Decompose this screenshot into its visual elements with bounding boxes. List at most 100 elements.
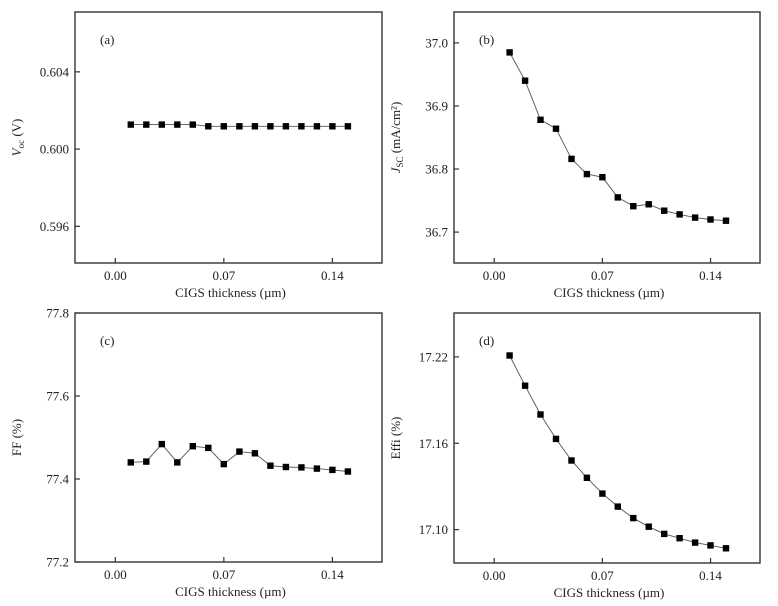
x-tick-label: 0.14 <box>321 268 344 283</box>
y-axis-title: JSC (mA/cm²) <box>388 102 405 174</box>
y-tick-label: 17.22 <box>419 349 448 364</box>
y-axis-title-unit: (V) <box>9 119 24 140</box>
series-line <box>509 355 727 549</box>
x-tick-label: 0.00 <box>483 568 506 583</box>
panel-effi: 0.00 0.07 0.14 17.10 17.16 17.22 CIGS thicknes… <box>388 312 761 600</box>
data-point-marker <box>568 457 575 464</box>
y-tick-label: 0.604 <box>40 64 70 79</box>
y-axis-title-symbol: V <box>9 146 24 156</box>
data-point-marker <box>599 174 606 181</box>
data-point-marker <box>236 448 243 455</box>
data-point-marker <box>127 121 134 128</box>
data-point-marker <box>645 201 652 208</box>
data-point-marker <box>630 203 637 210</box>
x-tick-label: 0.00 <box>104 268 127 283</box>
y-axis-title: FF (%) <box>9 419 24 456</box>
panel-label: (c) <box>100 333 114 348</box>
panel-label: (d) <box>479 333 494 348</box>
data-point-marker <box>521 77 529 84</box>
data-point-marker <box>661 207 668 214</box>
data-point-marker <box>645 523 652 530</box>
data-point-marker <box>344 468 352 475</box>
y-axis-title-unit: (mA/cm²) <box>388 102 403 157</box>
x-tick-label: 0.07 <box>591 568 614 583</box>
data-point-marker <box>313 123 321 130</box>
x-axis-title: CIGS thickness (µm) <box>175 285 286 300</box>
data-point-marker <box>599 490 606 497</box>
y-axis-title-symbol: J <box>388 166 403 173</box>
data-point-marker <box>189 443 196 450</box>
y-tick-label: 17.16 <box>419 436 449 451</box>
data-point-marker <box>298 464 305 471</box>
data-point-marker <box>329 466 336 474</box>
y-axis-title: Voc (V) <box>9 119 26 157</box>
data-point-marker <box>282 123 290 130</box>
data-point-marker <box>676 535 683 542</box>
x-tick-label: 0.07 <box>591 268 614 283</box>
x-axis-title: CIGS thickness (µm) <box>175 584 286 599</box>
y-tick-label: 77.4 <box>46 472 69 487</box>
x-tick-label: 0.00 <box>483 268 506 283</box>
data-point-marker <box>205 444 212 452</box>
data-point-marker <box>630 514 637 522</box>
x-tick-label: 0.14 <box>321 567 344 582</box>
data-point-marker <box>537 116 544 123</box>
y-axis-title-subscript: oc <box>16 140 26 149</box>
axes-frame <box>74 11 383 264</box>
data-point-marker <box>127 459 134 466</box>
panel-label: (a) <box>100 32 114 47</box>
data-point-marker <box>344 123 352 130</box>
axes-frame <box>453 11 761 264</box>
panel-jsc: 0.00 0.07 0.14 36.7 36.8 36.9 37.0 CIGS thickne… <box>388 11 761 300</box>
y-tick-label: 0.600 <box>40 142 69 157</box>
data-point-marker <box>158 440 165 448</box>
x-tick-label: 0.14 <box>699 568 722 583</box>
y-tick-label: 36.8 <box>425 162 448 177</box>
data-point-marker <box>722 545 730 552</box>
data-point-marker <box>174 459 181 466</box>
y-tick-label: 17.10 <box>419 522 448 537</box>
data-point-marker <box>722 217 730 224</box>
data-point-marker <box>158 121 165 128</box>
x-tick-label: 0.00 <box>104 567 127 582</box>
data-point-marker <box>691 539 699 546</box>
data-point-marker <box>205 123 212 130</box>
data-point-marker <box>251 450 259 457</box>
data-point-marker <box>251 123 259 130</box>
data-point-marker <box>552 125 560 132</box>
data-point-marker <box>506 49 513 56</box>
data-point-marker <box>220 123 227 130</box>
data-point-marker <box>236 123 243 130</box>
data-point-marker <box>691 214 699 221</box>
y-tick-label: 36.9 <box>425 98 448 113</box>
data-point-marker <box>506 352 513 359</box>
data-point-marker <box>614 194 621 201</box>
y-tick-label: 36.7 <box>425 225 448 240</box>
data-point-marker <box>537 411 544 418</box>
data-point-marker <box>329 123 336 130</box>
data-point-marker <box>143 458 150 465</box>
data-point-marker <box>189 121 196 128</box>
data-point-marker <box>583 474 591 481</box>
y-tick-label: 77.2 <box>46 555 69 570</box>
data-point-marker <box>676 211 683 218</box>
data-point-marker <box>661 530 668 538</box>
data-point-marker <box>143 121 150 128</box>
panel-ff: 0.00 0.07 0.14 77.2 77.4 77.6 77.8 CIGS thickne… <box>9 306 383 599</box>
x-tick-label: 0.07 <box>212 268 235 283</box>
data-point-marker <box>707 216 714 223</box>
panel-voc: 0.00 0.07 0.14 0.596 0.600 0.604 CIGS thicknes… <box>9 11 383 300</box>
data-point-marker <box>583 170 591 178</box>
x-axis-title: CIGS thickness (µm) <box>554 285 665 300</box>
x-tick-label: 0.07 <box>212 567 235 582</box>
data-point-marker <box>220 460 227 468</box>
data-point-marker <box>282 463 290 471</box>
y-tick-label: 77.8 <box>46 306 69 321</box>
data-point-marker <box>267 462 274 469</box>
panel-label: (b) <box>479 32 494 47</box>
data-point-marker <box>298 123 305 130</box>
y-axis-title: Effi (%) <box>388 417 403 460</box>
data-point-marker <box>174 121 181 128</box>
data-point-marker <box>521 382 529 389</box>
